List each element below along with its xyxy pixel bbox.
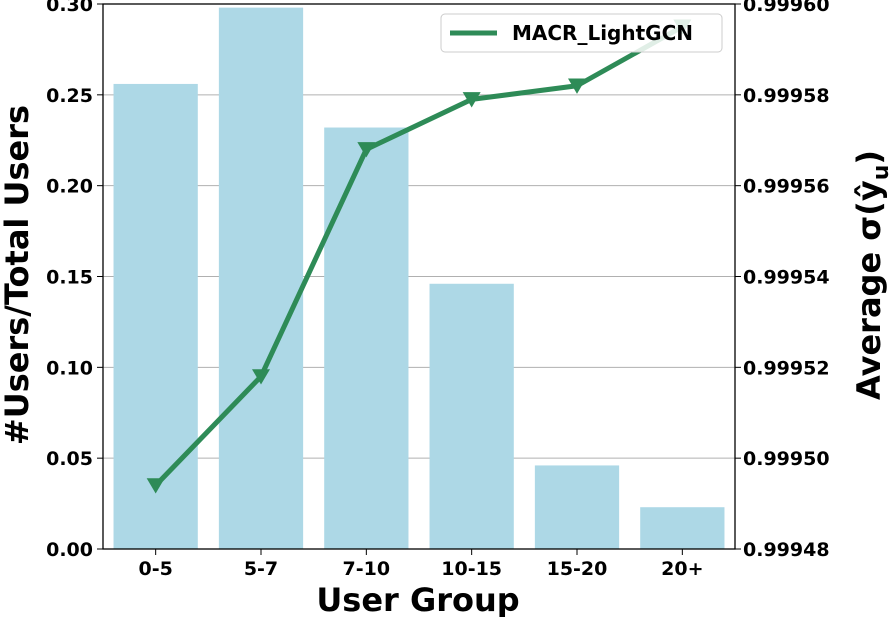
legend-box [440, 13, 723, 53]
x-tick-label: 10-15 [441, 558, 502, 580]
y2-tick-label: 0.99948 [743, 539, 830, 561]
y-tick-label: 0.05 [46, 448, 93, 470]
bar [534, 465, 620, 549]
y-axis-title: #Users/Total Users [0, 105, 36, 445]
y2-tick-label: 0.99956 [743, 176, 830, 198]
y2-tick-label: 0.99954 [743, 267, 830, 289]
line-marker [568, 78, 586, 94]
y-tick-label: 0.00 [46, 539, 93, 561]
line-marker [252, 369, 270, 385]
y-tick-label: 0.10 [46, 357, 93, 379]
bar [429, 283, 514, 549]
y-tick-label: 0.20 [46, 176, 93, 198]
x-tick-label: 0-5 [139, 558, 173, 580]
y2-tick-label: 0.99952 [743, 357, 830, 379]
axes [97, 3, 741, 555]
y-tick-label: 0.25 [46, 85, 93, 107]
y2-axis-title-sub: u [869, 165, 889, 181]
plot-frame [102, 3, 736, 550]
y-tick-label: 0.30 [46, 0, 93, 16]
x-axis-title: User Group [316, 581, 519, 617]
line-marker [462, 92, 481, 108]
legend-label: MACR_LightGCN [512, 21, 693, 45]
y-tick-label: 0.15 [46, 267, 93, 289]
bar [640, 507, 725, 549]
bar [324, 127, 409, 550]
y2-tick-label: 0.99950 [743, 448, 830, 470]
tick-labels: 0.00 0.05 0.10 0.15 0.20 0.25 0.30 0.99948 0.999… [46, 0, 829, 580]
x-tick-label: 5-7 [244, 558, 278, 580]
x-tick-label: 15-20 [547, 558, 608, 580]
y2-tick-label: 0.99960 [743, 0, 830, 16]
bar-series [113, 7, 725, 550]
y2-tick-label: 0.99958 [743, 85, 830, 107]
bar [113, 83, 198, 549]
bar [218, 7, 304, 549]
line-marker [146, 478, 165, 494]
y2-axis-title-main: Average σ(ŷ [850, 180, 888, 400]
x-tick-label: 7-10 [343, 558, 391, 580]
x-tick-label: 20+ [661, 558, 703, 580]
legend: MACR_LightGCN [440, 13, 723, 53]
series-line [153, 24, 684, 488]
line-marker [357, 142, 376, 158]
y2-axis-title: Average σ(ŷu) [850, 150, 889, 400]
y2-axis-title-close: ) [850, 150, 888, 165]
